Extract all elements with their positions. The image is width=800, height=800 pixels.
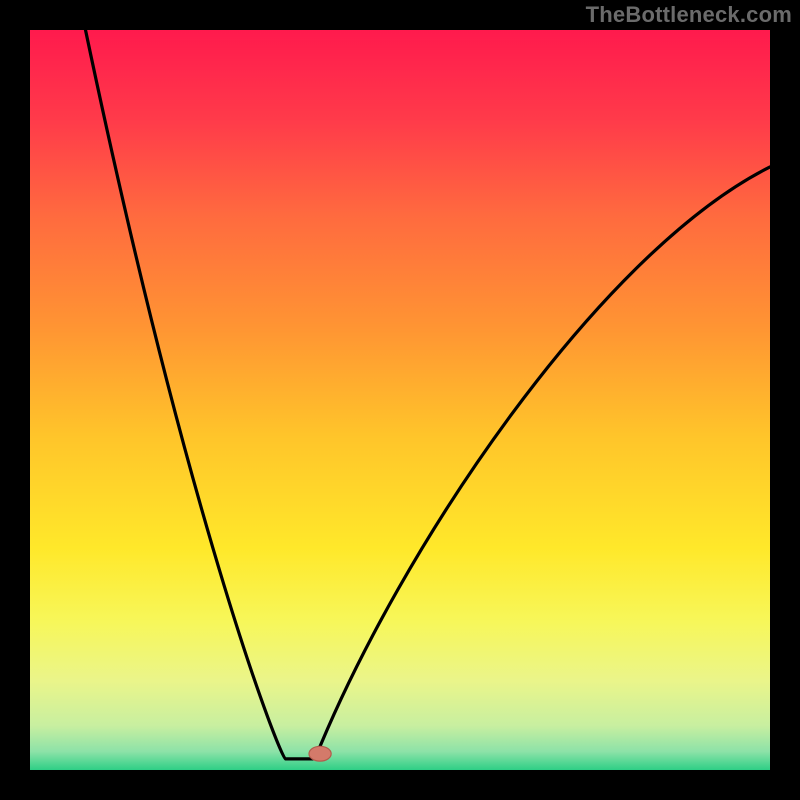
- bottleneck-chart-svg: [0, 0, 800, 800]
- plot-area: [30, 30, 770, 770]
- vertex-marker: [309, 746, 331, 761]
- watermark-text: TheBottleneck.com: [586, 2, 792, 28]
- chart-stage: { "watermark": { "text": "TheBottleneck.…: [0, 0, 800, 800]
